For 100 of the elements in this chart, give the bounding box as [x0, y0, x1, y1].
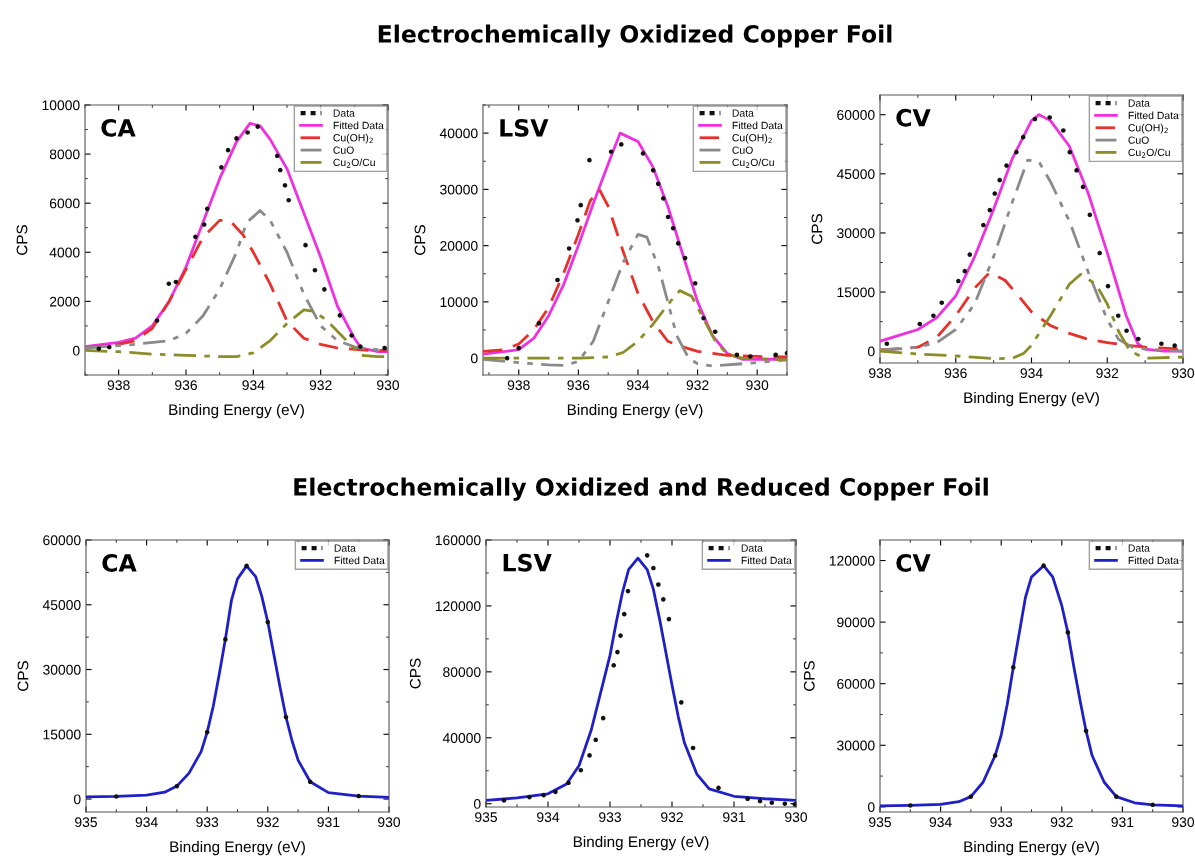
point — [640, 151, 646, 156]
x-tick-label: 934 — [537, 812, 560, 823]
x-tick-label: 938 — [869, 368, 891, 379]
point — [997, 177, 1002, 183]
point — [1061, 128, 1066, 133]
point — [675, 241, 681, 246]
legend-label: CuO — [732, 146, 753, 154]
x-tick-label: 931 — [1111, 817, 1134, 828]
annotation: CA — [102, 554, 137, 572]
y-tick-label: 6000 — [49, 198, 80, 209]
x-tick-label: 936 — [175, 380, 197, 391]
y-tick-label: 0 — [473, 799, 481, 809]
legend-label: Cu$_{2}$O/Cu — [333, 158, 375, 168]
x-tick-label: 935 — [869, 817, 892, 828]
point — [1105, 283, 1111, 289]
line-series — [483, 289, 787, 362]
x-tick-label: 936 — [944, 368, 967, 379]
annotation: LSV — [500, 118, 549, 137]
point — [337, 313, 343, 318]
point — [716, 785, 721, 791]
y-tick-label: 20000 — [440, 240, 478, 251]
legend-label: Fitted Data — [1128, 556, 1179, 565]
y-tick-label: 90000 — [837, 617, 875, 628]
y-tick-label: 0 — [867, 802, 875, 813]
y-tick-label: 40000 — [442, 733, 481, 743]
point — [682, 255, 688, 261]
x-axis-title: Binding Energy (eV) — [169, 403, 304, 419]
y-axis-title: CPS — [811, 214, 823, 244]
line-series — [483, 232, 787, 368]
point — [618, 142, 624, 147]
point — [1004, 163, 1009, 168]
annotation: CV — [896, 108, 931, 127]
point — [225, 147, 231, 153]
point — [611, 662, 617, 668]
point — [992, 191, 998, 196]
point — [690, 745, 696, 751]
y-tick-label: 4000 — [49, 247, 80, 258]
x-tick-label: 934 — [627, 380, 650, 391]
point — [527, 794, 532, 800]
text: Data — [732, 109, 754, 117]
y-tick-label: 40000 — [439, 128, 478, 139]
y-tick-label: 30000 — [837, 740, 875, 751]
x-tick-label: 932 — [1096, 368, 1119, 379]
text: Data — [741, 544, 763, 552]
x-tick-label: 934 — [135, 817, 158, 828]
point — [1080, 184, 1086, 190]
point — [322, 287, 327, 292]
point — [769, 800, 775, 806]
point — [773, 352, 778, 358]
point — [593, 737, 599, 743]
y-tick-label: 0 — [73, 794, 81, 805]
legend-label: Data — [1128, 99, 1150, 107]
y-tick-label: 15000 — [43, 729, 81, 740]
x-tick-label: 930 — [378, 817, 401, 828]
point — [504, 355, 510, 361]
y-axis-title: CPS — [17, 661, 29, 691]
point — [114, 794, 119, 799]
point — [501, 798, 507, 803]
point — [1159, 341, 1164, 346]
y-tick-label: 60000 — [837, 679, 875, 689]
point — [358, 344, 363, 349]
y-tick-label: 10000 — [42, 100, 80, 111]
point — [566, 780, 571, 786]
point — [956, 278, 961, 284]
x-tick-label: 932 — [1050, 817, 1073, 828]
y-tick-label: 0 — [470, 353, 478, 364]
y-tick-label: 10000 — [440, 297, 478, 308]
point — [234, 136, 239, 141]
point — [967, 252, 973, 257]
legend-label: Data — [333, 109, 355, 117]
x-tick-label: 933 — [599, 812, 621, 823]
point — [1065, 630, 1071, 635]
x-axis-title: Binding Energy (eV) — [964, 391, 1099, 407]
point — [575, 218, 580, 223]
point — [748, 354, 753, 359]
point — [908, 803, 913, 808]
point — [193, 234, 198, 240]
point — [644, 553, 650, 558]
annotation: CV — [896, 554, 931, 572]
y-tick-label: 30000 — [43, 664, 81, 675]
y-tick-label: 8000 — [49, 149, 80, 160]
legend-label: Cu$_{2}$O/Cu — [1128, 148, 1170, 158]
point — [303, 242, 308, 248]
point — [245, 130, 250, 135]
x-tick-label: 932 — [309, 380, 332, 391]
annotation: LSV — [503, 553, 552, 572]
y-tick-label: 45000 — [42, 600, 81, 610]
y-tick-label: 120000 — [829, 555, 875, 566]
legend-label: Fitted Data — [333, 121, 384, 130]
legend-label: CuO — [1128, 136, 1149, 144]
x-tick-label: 930 — [1172, 368, 1195, 379]
point — [745, 796, 750, 802]
point — [615, 649, 620, 655]
point — [661, 597, 666, 602]
point — [968, 794, 974, 799]
point — [1014, 149, 1019, 155]
point — [541, 792, 546, 798]
point — [701, 315, 706, 321]
y-tick-label: 80000 — [443, 667, 481, 678]
point — [356, 793, 361, 799]
